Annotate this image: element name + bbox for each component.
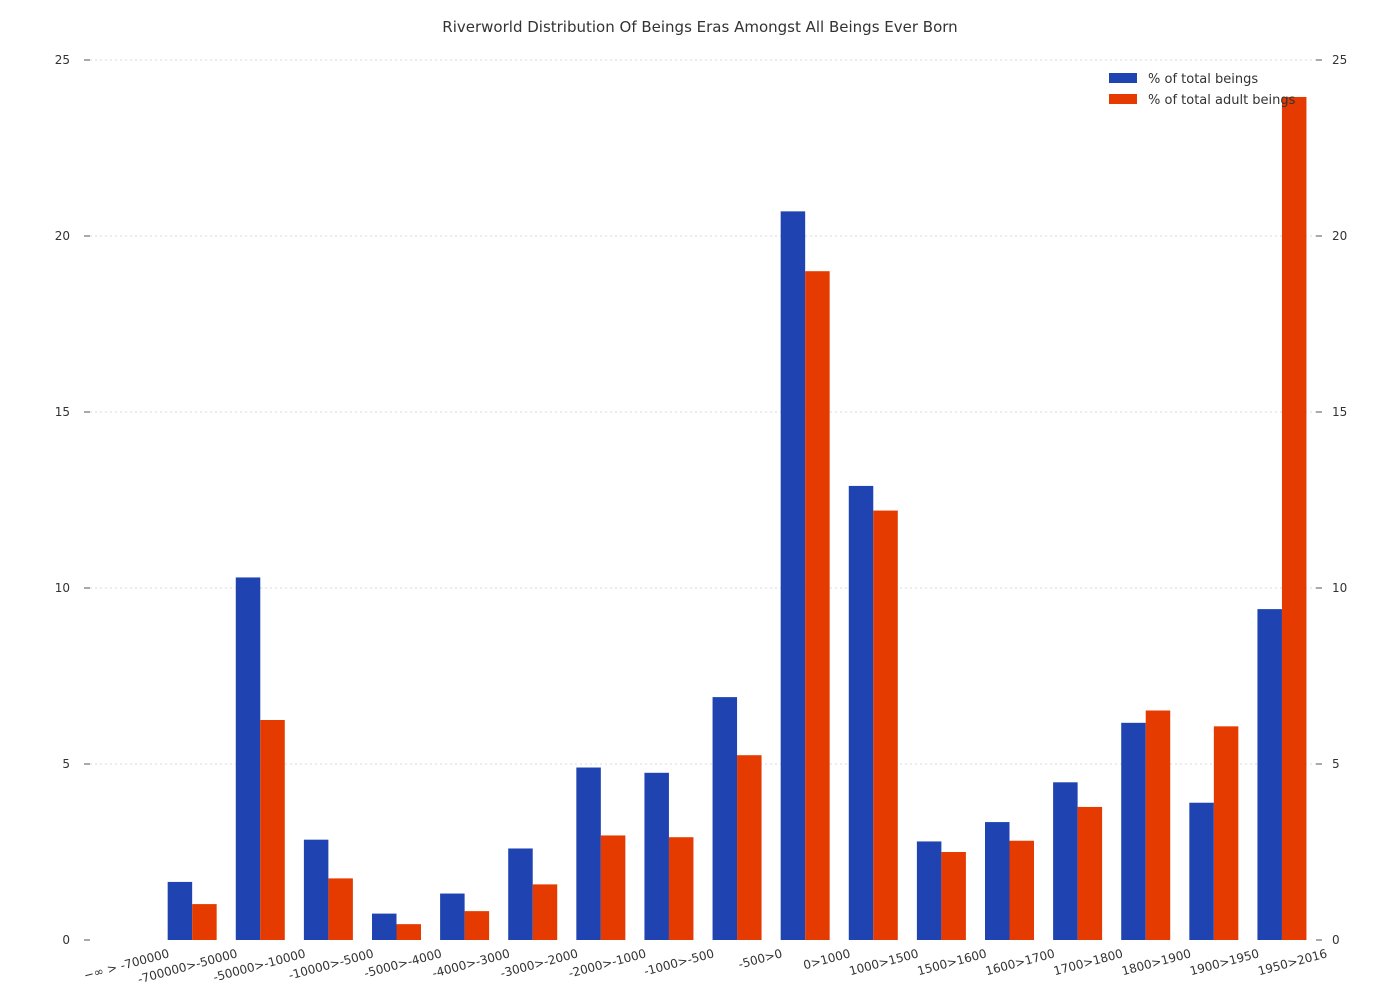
legend-swatch (1109, 73, 1137, 83)
x-tick-label: 1500>1600 (916, 946, 988, 978)
x-tick-label: -4000>-3000 (431, 946, 512, 980)
bar (260, 720, 285, 940)
bars (167, 96, 1307, 941)
x-tick-label: -1000>-500 (642, 946, 715, 978)
x-tick-label: -2000>-1000 (567, 946, 648, 980)
legend-label: % of total beings (1148, 72, 1258, 87)
y-tick-label: 10 (55, 581, 70, 595)
bar (464, 911, 490, 940)
x-tick-label: -5000>-4000 (363, 946, 444, 980)
bar (440, 893, 465, 940)
bar (805, 271, 830, 940)
bar (1213, 726, 1239, 940)
chart-title: Riverworld Distribution Of Beings Eras A… (442, 18, 957, 36)
legend: % of total beings % of total adult beings (1109, 72, 1296, 108)
y-tick-label-right: 25 (1332, 53, 1347, 67)
y-tick-label: 5 (62, 757, 70, 771)
bar (328, 878, 353, 940)
bar (1189, 802, 1214, 940)
bar (192, 904, 217, 940)
bar (712, 697, 738, 940)
bar (737, 755, 762, 940)
y-tick-label: 15 (55, 405, 70, 419)
bar (303, 839, 329, 940)
bar (396, 924, 421, 940)
bar (372, 913, 397, 940)
y-tick-label-right: 15 (1332, 405, 1347, 419)
bar (668, 837, 694, 940)
bar (508, 848, 533, 940)
bar (848, 485, 874, 940)
y-tick-label-right: 0 (1332, 933, 1340, 947)
bar (532, 884, 558, 940)
bar (1145, 710, 1171, 940)
bar (985, 822, 1010, 940)
x-axis: −∞ > -700000-700000>-50000-50000>-10000-… (82, 946, 1328, 986)
y-tick-label-right: 10 (1332, 581, 1347, 595)
y-tick-label: 20 (55, 229, 70, 243)
x-tick-label: 1950>2016 (1256, 946, 1328, 978)
bar (1257, 609, 1282, 940)
x-tick-label: 1900>1950 (1188, 946, 1260, 978)
x-tick-label: -3000>-2000 (499, 946, 580, 980)
bar (235, 577, 261, 940)
x-tick-label: 1000>1500 (848, 946, 920, 978)
bar (941, 852, 966, 940)
bar (576, 767, 601, 940)
bar (644, 772, 669, 940)
bar (1053, 782, 1078, 940)
y-tick-label-right: 20 (1332, 229, 1347, 243)
x-tick-label: 1600>1700 (984, 946, 1056, 978)
bar (780, 211, 806, 941)
bar (1009, 840, 1034, 940)
left-y-axis: 0 5 10 15 20 25 (55, 53, 90, 947)
bar (1281, 96, 1307, 940)
bar (600, 835, 626, 940)
bar (1077, 806, 1103, 940)
x-tick-label: -500>0 (737, 946, 784, 971)
x-tick-label: 1800>1900 (1120, 946, 1192, 978)
right-y-axis: 0 5 10 15 20 25 (1316, 53, 1347, 947)
y-tick-label-right: 5 (1332, 757, 1340, 771)
bar (873, 510, 898, 940)
bar (167, 881, 193, 940)
x-tick-label: 0>1000 (802, 946, 852, 972)
legend-label: % of total adult beings (1148, 93, 1296, 108)
bar (1121, 722, 1146, 940)
grid-lines (90, 59, 1316, 765)
y-tick-label: 25 (55, 53, 70, 67)
bar (916, 841, 942, 940)
y-tick-label: 0 (62, 933, 70, 947)
x-tick-label: 1700>1800 (1052, 946, 1124, 978)
legend-swatch (1109, 94, 1137, 104)
